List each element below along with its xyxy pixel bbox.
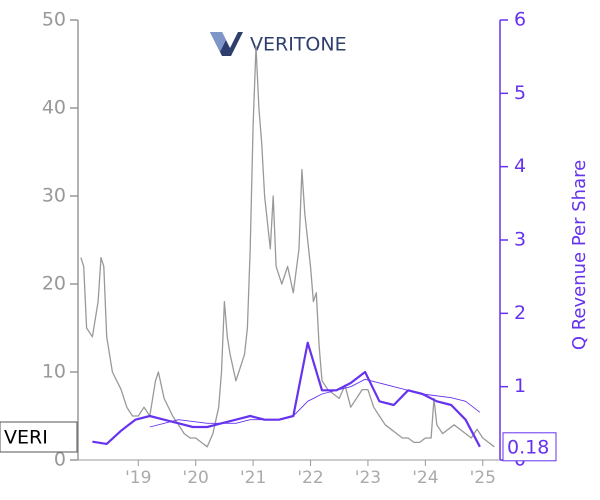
y-tick-label: 0 <box>54 449 66 471</box>
y2-tick-label: 1 <box>514 375 526 397</box>
y2-tick-label: 5 <box>514 82 526 104</box>
series-line <box>149 378 481 428</box>
ticker-text: VERI <box>4 427 48 449</box>
x-tick-label: '24 <box>412 468 438 488</box>
logo-icon-accent <box>210 32 226 52</box>
y-tick-label: 40 <box>42 97 66 119</box>
x-tick-label: '22 <box>297 468 323 488</box>
y-tick-label: 20 <box>42 273 66 295</box>
last-value-box <box>502 432 557 462</box>
ticker-box <box>0 421 78 453</box>
y-tick-label: 30 <box>42 185 66 207</box>
last-value-label: 0.18 <box>507 436 549 458</box>
y-tick-label: 10 <box>42 361 66 383</box>
y2-tick-label: 4 <box>514 155 526 177</box>
ticker-label: VERI <box>0 421 78 453</box>
x-tick-label: '25 <box>470 468 496 488</box>
logo: VERITONE <box>210 32 347 56</box>
y2-tick-label: 2 <box>514 302 526 324</box>
logo-text: VERITONE <box>250 34 347 56</box>
x-tick-label: '21 <box>240 468 266 488</box>
y2-tick-label: 3 <box>514 229 526 251</box>
y2-axis-label: Q Revenue Per Share <box>569 160 590 350</box>
x-tick-label: '23 <box>355 468 381 488</box>
x-tick-label: '20 <box>183 468 209 488</box>
y2-tick-label: 6 <box>514 9 526 31</box>
y-tick-label: 50 <box>42 9 66 31</box>
series-line <box>80 45 495 448</box>
x-tick-label: '19 <box>125 468 151 488</box>
series-line <box>92 341 481 448</box>
